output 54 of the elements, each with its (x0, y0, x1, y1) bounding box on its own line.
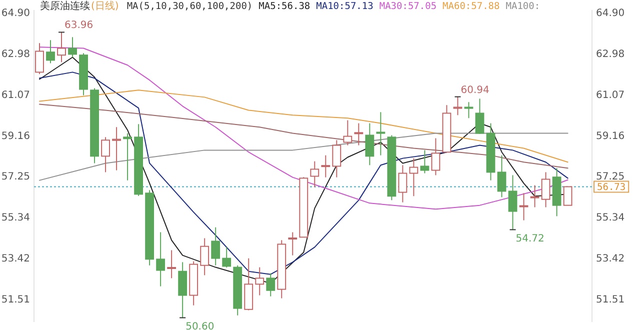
y-tick-label: 59.16 (1, 130, 30, 142)
chart-subtitle: (日线) (91, 0, 119, 12)
candlestick (211, 226, 220, 266)
candlestick (398, 164, 408, 203)
y2-tick-label: 55.34 (596, 212, 625, 224)
text: MA5:56.38 (258, 1, 310, 12)
y2-tick-label: 64.90 (596, 8, 625, 20)
annotation: 50.60 (186, 322, 214, 330)
line-series (39, 46, 568, 210)
text: MA60:57.88 (442, 1, 500, 12)
candlestick (508, 174, 518, 230)
chart-title: 美原油连续 (40, 0, 90, 12)
y-tick-label: 64.90 (1, 8, 30, 20)
candlestick (486, 122, 496, 181)
candlestick (409, 158, 418, 197)
y-tick-label: 57.25 (1, 172, 30, 183)
candlestick (167, 250, 176, 279)
legend-title: MA(5,10,30,60,100,200) (126, 1, 253, 12)
text: MA30:57.05 (379, 1, 437, 12)
candlestick (156, 232, 166, 287)
candlestick (530, 184, 540, 208)
candlestick (365, 122, 374, 166)
candlestick (178, 262, 188, 318)
y-tick-label: 51.51 (1, 294, 30, 306)
candlestick (354, 122, 364, 146)
candlestick (112, 126, 122, 171)
y2-tick-label: 51.51 (596, 294, 625, 306)
candlestick (332, 140, 342, 178)
y-tick-label: 61.07 (1, 90, 30, 101)
text: MA100: (506, 1, 540, 12)
text: MA10:57.13 (316, 1, 374, 12)
candlestick (321, 154, 330, 178)
candlestick (200, 238, 210, 276)
y2-tick-label: 57.25 (596, 172, 625, 183)
line-series (39, 104, 568, 169)
y2-tick-label: 61.07 (596, 90, 625, 101)
annotation: 54.72 (516, 234, 544, 245)
candlestick (376, 112, 386, 156)
y-tick-label: 62.98 (1, 49, 30, 60)
annotation: 60.94 (460, 84, 490, 96)
y-tick-label: 53.42 (1, 253, 30, 264)
candlestick (255, 266, 264, 296)
y2-tick-label: 62.98 (596, 49, 625, 60)
y2-tick-label: 53.42 (596, 253, 625, 264)
annotation: 63.96 (64, 20, 94, 32)
candlestick (552, 168, 562, 217)
candlestick (288, 232, 298, 256)
candlestick (497, 154, 506, 198)
ref-line-label: 56.73 (597, 182, 626, 194)
line-series (39, 132, 568, 181)
candlestick (57, 32, 66, 63)
y-tick-label: 55.34 (1, 212, 30, 224)
candlestick (519, 192, 528, 221)
y2-tick-label: 59.16 (596, 130, 625, 142)
